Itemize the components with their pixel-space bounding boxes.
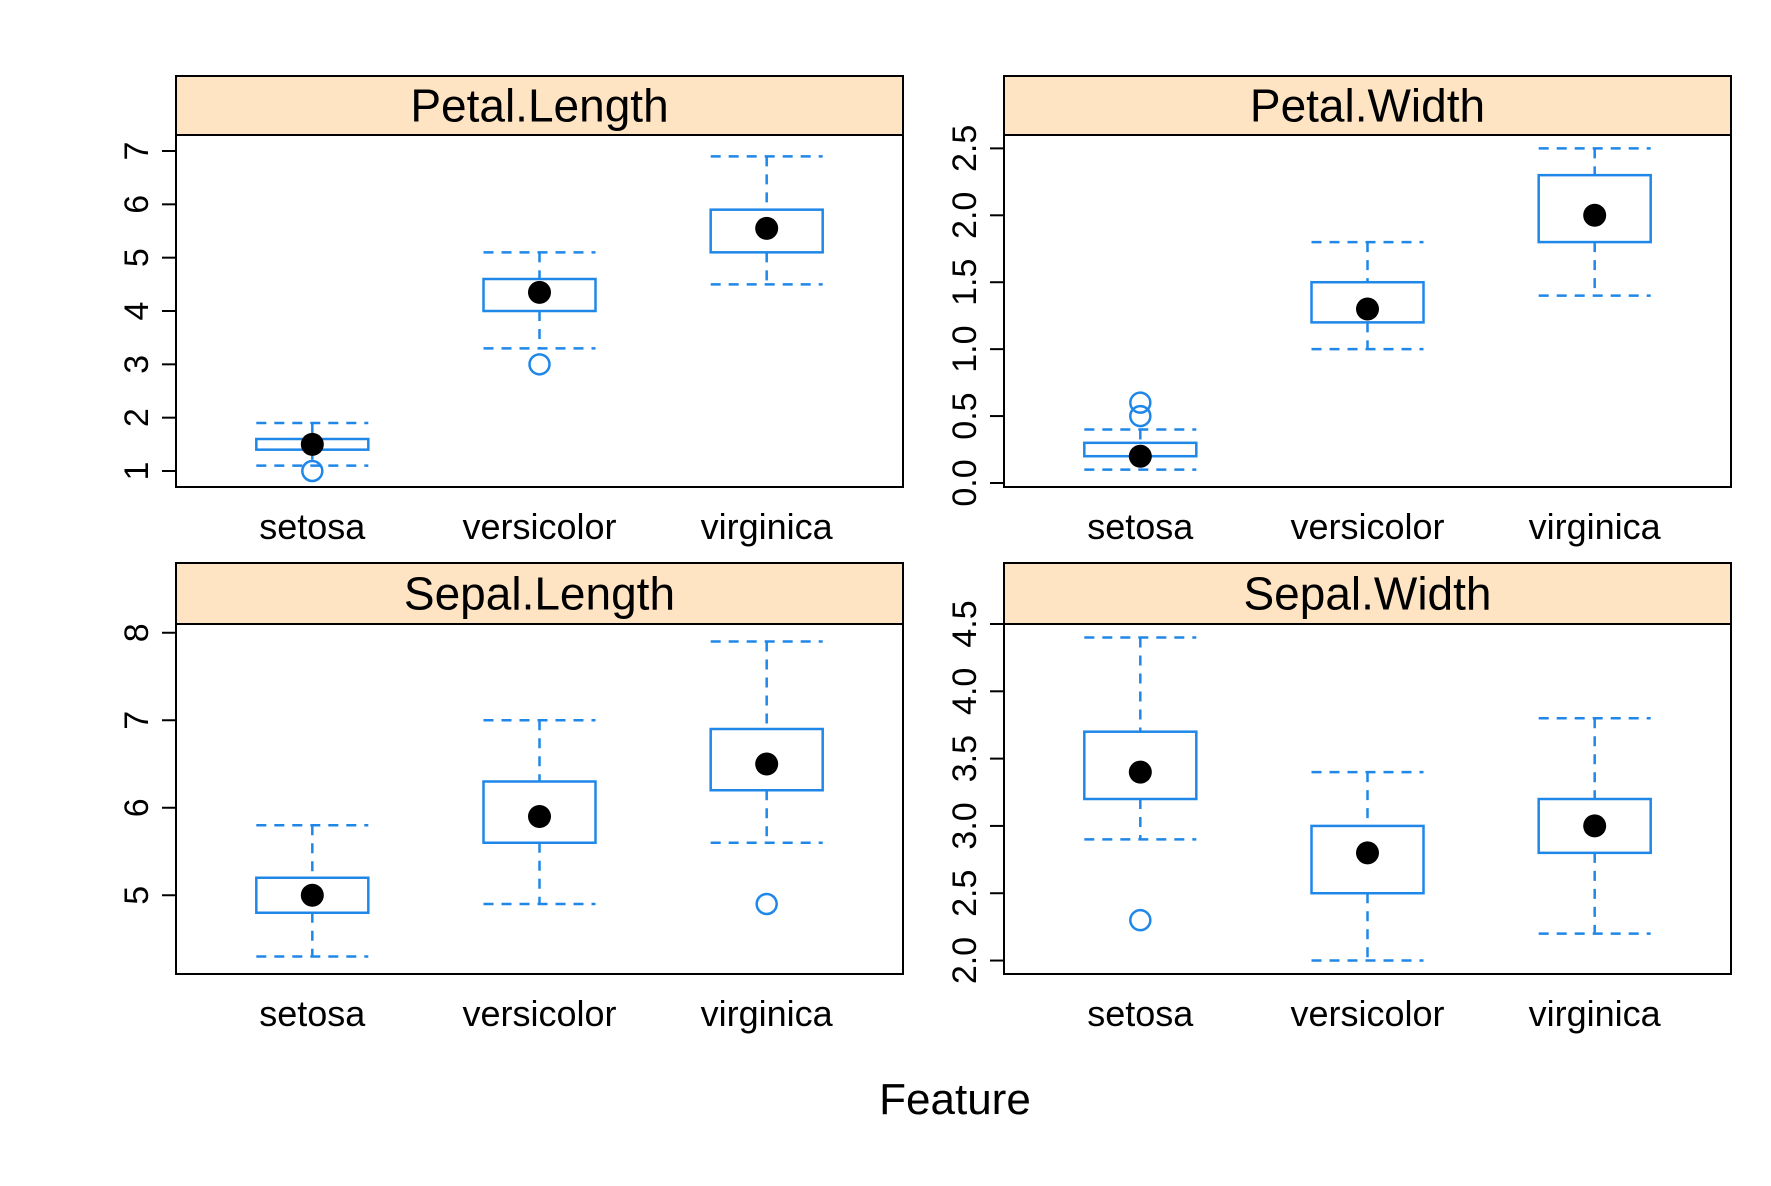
panel-title-petal-width: Petal.Width: [1250, 80, 1485, 132]
panel-title-sepal-length: Sepal.Length: [404, 568, 675, 620]
panel-frame-petal-width: [1003, 134, 1732, 488]
x-tick-label-petal-length: versicolor: [462, 506, 616, 547]
y-tick-label-petal-length: 6: [118, 195, 156, 214]
y-tick-label-petal-width: 2.0: [946, 192, 984, 239]
median-dot-sepal-width-setosa: [1128, 760, 1152, 784]
median-dot-sepal-length-virginica: [755, 752, 779, 776]
median-dot-petal-length-versicolor: [528, 280, 551, 304]
y-tick-label-sepal-width: 4.5: [946, 600, 984, 647]
y-tick-label-petal-length: 2: [118, 408, 156, 427]
median-dot-sepal-length-setosa: [300, 883, 324, 907]
y-tick-label-sepal-width: 3.0: [946, 802, 984, 849]
y-tick-label-petal-width: 1.5: [946, 259, 984, 306]
x-tick-label-sepal-length: versicolor: [462, 993, 616, 1034]
x-tick-label-sepal-width: setosa: [1087, 993, 1194, 1034]
median-dot-petal-width-setosa: [1128, 444, 1152, 468]
median-dot-petal-width-versicolor: [1356, 297, 1379, 321]
y-tick-label-sepal-length: 7: [118, 711, 156, 730]
y-tick-label-sepal-length: 8: [118, 623, 156, 642]
y-tick-label-petal-length: 5: [118, 248, 156, 267]
outlier-point-sepal-width-setosa: [1129, 908, 1152, 932]
median-dot-petal-length-virginica: [755, 216, 779, 240]
median-dot-petal-length-setosa: [300, 432, 324, 456]
outlier-point-petal-width-setosa: [1129, 404, 1152, 428]
outlier-point-petal-length-versicolor: [528, 353, 551, 376]
x-axis-label: Feature: [879, 1075, 1031, 1124]
x-tick-label-sepal-length: virginica: [701, 993, 834, 1034]
panel-title-sepal-width: Sepal.Width: [1243, 568, 1491, 620]
y-tick-label-petal-length: 3: [118, 355, 156, 374]
y-tick-label-sepal-length: 6: [118, 798, 156, 817]
y-tick-label-sepal-width: 2.0: [946, 937, 984, 984]
x-tick-label-petal-width: setosa: [1087, 506, 1194, 547]
x-tick-label-petal-length: virginica: [701, 506, 834, 547]
outlier-point-petal-width-setosa: [1129, 391, 1152, 414]
x-tick-label-petal-width: versicolor: [1290, 506, 1444, 547]
y-tick-label-petal-width: 0.5: [946, 392, 984, 439]
panel-strip-petal-width: [1003, 75, 1732, 136]
y-tick-label-sepal-width: 4.0: [946, 668, 984, 715]
y-tick-label-sepal-width: 3.5: [946, 735, 984, 782]
y-tick-label-petal-width: 2.5: [946, 125, 984, 172]
panel-frame-sepal-width: [1003, 623, 1732, 975]
x-tick-label-sepal-width: virginica: [1529, 993, 1662, 1034]
median-dot-sepal-width-virginica: [1583, 814, 1607, 838]
panel-title-petal-length: Petal.Length: [410, 80, 668, 132]
panel-strip-sepal-width: [1003, 562, 1732, 625]
y-tick-label-petal-length: 7: [118, 142, 156, 161]
y-tick-label-petal-length: 4: [118, 302, 156, 321]
y-tick-label-petal-length: 1: [118, 462, 156, 481]
box-petal-length-versicolor: [482, 277, 597, 313]
outlier-point-sepal-length-virginica: [755, 892, 778, 916]
y-tick-label-sepal-width: 2.5: [946, 870, 984, 917]
x-tick-label-petal-length: setosa: [259, 506, 366, 547]
outlier-point-petal-length-setosa: [301, 459, 324, 483]
x-tick-label-petal-width: virginica: [1529, 506, 1662, 547]
median-dot-sepal-width-versicolor: [1356, 841, 1379, 865]
median-dot-petal-width-virginica: [1583, 203, 1607, 227]
panel-frame-sepal-length: [175, 623, 904, 975]
x-tick-label-sepal-length: setosa: [259, 993, 366, 1034]
median-dot-sepal-length-versicolor: [528, 805, 551, 828]
y-tick-label-petal-width: 0.0: [946, 459, 984, 506]
y-tick-label-petal-width: 1.0: [946, 326, 984, 373]
panel-strip-petal-length: [175, 75, 904, 136]
y-tick-label-sepal-length: 5: [118, 886, 156, 905]
x-tick-label-sepal-width: versicolor: [1290, 993, 1444, 1034]
